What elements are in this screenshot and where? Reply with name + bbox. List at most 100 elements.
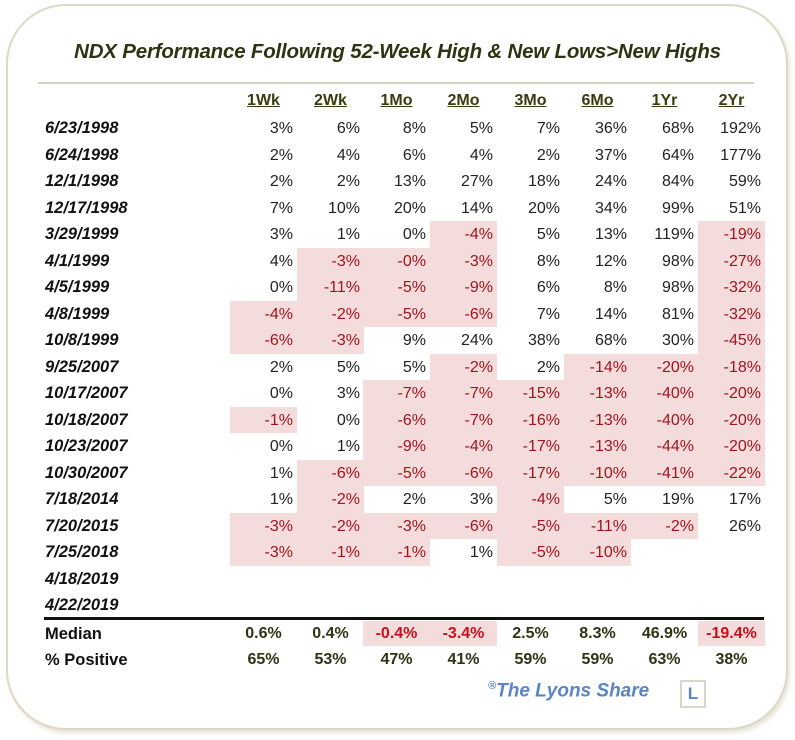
table-cell (698, 592, 765, 619)
table-cell: 2% (269, 146, 293, 164)
table-cell: 1% (336, 226, 360, 243)
table-cell: 13% (594, 226, 627, 243)
table-cell: -22% (698, 459, 765, 486)
row-date: 6/23/1998 (45, 119, 119, 137)
table-row: 4/8/1999 -4% -2% -5% -6% 7% 14% 81% -32% (0, 300, 795, 327)
row-date: 7/18/2014 (45, 490, 119, 508)
table-cell: -41% (631, 459, 698, 486)
row-date: 10/18/2007 (45, 410, 128, 429)
row-date: 10/23/2007 (45, 437, 128, 455)
table-cell: 68% (661, 120, 694, 137)
table-cell: 2% (269, 358, 293, 376)
table-cell: 64% (661, 146, 694, 164)
summary-cell: 0.4% (312, 625, 349, 642)
table-cell: 6% (536, 279, 560, 296)
table-cell: 1% (269, 491, 293, 508)
table-cell: -6% (430, 512, 497, 539)
table-cell: 3% (269, 226, 293, 243)
table-cell: -3% (230, 512, 297, 539)
table-cell: -2% (430, 353, 497, 380)
table-cell: 37% (594, 146, 627, 164)
row-date: 4/5/1999 (45, 278, 110, 296)
table-cell: 7% (536, 305, 560, 323)
summary-cell: 63% (648, 651, 681, 668)
table-cell: -13% (564, 380, 631, 407)
table-cell: -1% (230, 406, 297, 433)
table-cell: -40% (631, 406, 698, 433)
table-cell: 18% (527, 173, 560, 190)
table-cell: -4% (497, 486, 564, 513)
table-cell: -6% (363, 406, 430, 433)
table-cell (363, 566, 430, 593)
table-cell: 2% (536, 146, 560, 164)
table-row: 7/25/2018 -3% -1% -1% 1% -5% -10% (0, 539, 795, 566)
table-row: 4/18/2019 (0, 566, 795, 593)
table-cell: 20% (393, 199, 426, 217)
summary-cell: 2.5% (512, 625, 549, 642)
table-cell: 8% (536, 252, 560, 270)
table-cell: 2% (402, 491, 426, 508)
table-cell (698, 539, 765, 566)
summary-divider (44, 617, 764, 620)
table-cell: 17% (728, 491, 761, 508)
table-cell: -27% (698, 247, 765, 274)
summary-row: % Positive 65% 53% 47% 41% 59% 59% 63% 38% (0, 647, 795, 673)
table-cell: -13% (564, 433, 631, 460)
table-cell (297, 592, 364, 619)
table-cell: 119% (654, 226, 694, 243)
row-date: 10/30/2007 (45, 463, 128, 482)
table-cell: 4% (469, 146, 493, 164)
table-cell (297, 566, 364, 593)
table-cell: -10% (564, 539, 631, 566)
table-cell: 38% (527, 332, 560, 349)
table-cell: -32% (698, 300, 765, 327)
table-cell: -11% (297, 274, 364, 301)
row-date: 7/25/2018 (45, 543, 119, 561)
summary-cell: -19.4% (698, 621, 765, 646)
table-row: 10/18/2007 -1% 0% -6% -7% -16% -13% -40% -20% (0, 406, 795, 433)
column-header-1wk: 1Wk (247, 92, 280, 109)
table-cell: 8% (402, 120, 426, 137)
table-row: 4/1/1999 4% -3% -0% -3% 8% 12% 98% -27% (0, 247, 795, 274)
brand-logo: L (680, 680, 706, 708)
summary-label: % Positive (45, 651, 128, 669)
table-cell (631, 566, 698, 593)
row-date: 6/24/1998 (45, 145, 119, 164)
table-cell (430, 566, 497, 593)
row-date: 12/1/1998 (45, 172, 119, 190)
column-header-2yr: 2Yr (718, 92, 745, 109)
row-date: 10/8/1999 (45, 331, 119, 349)
table-row: 4/5/1999 0% -11% -5% -9% 6% 8% 98% -32% (0, 274, 795, 301)
table-cell: 26% (728, 517, 761, 535)
table-cell: 5% (336, 358, 360, 376)
table-row: 9/25/2007 2% 5% 5% -2% 2% -14% -20% -18% (0, 353, 795, 380)
table-cell: -5% (363, 300, 430, 327)
brand-name: The Lyons Share (496, 680, 650, 702)
footer-brand: ®The Lyons Share (488, 680, 649, 702)
table-cell (564, 592, 631, 619)
table-cell: -5% (497, 539, 564, 566)
table-cell (497, 592, 564, 619)
column-header-2mo: 2Mo (447, 92, 480, 109)
table-cell: -4% (430, 433, 497, 460)
table-cell: -32% (698, 274, 765, 301)
summary-cell: 47% (380, 651, 413, 668)
title-divider (38, 82, 754, 84)
table-cell: -2% (297, 300, 364, 327)
table-cell: -18% (698, 353, 765, 380)
table-cell: -20% (698, 433, 765, 460)
row-date: 3/29/1999 (45, 225, 119, 243)
table-cell: -3% (297, 247, 364, 274)
table-cell: 1% (269, 464, 293, 482)
table-cell: -40% (631, 380, 698, 407)
table-cell (497, 566, 564, 593)
table-cell: 12% (594, 252, 627, 270)
table-cell (230, 566, 297, 593)
table-cell: 14% (460, 199, 493, 217)
table-cell: 24% (460, 332, 493, 349)
table-cell: 99% (661, 199, 694, 217)
table-cell: -3% (230, 539, 297, 566)
table-cell: -13% (564, 406, 631, 433)
table-cell: -19% (698, 221, 765, 248)
table-cell: -20% (698, 406, 765, 433)
